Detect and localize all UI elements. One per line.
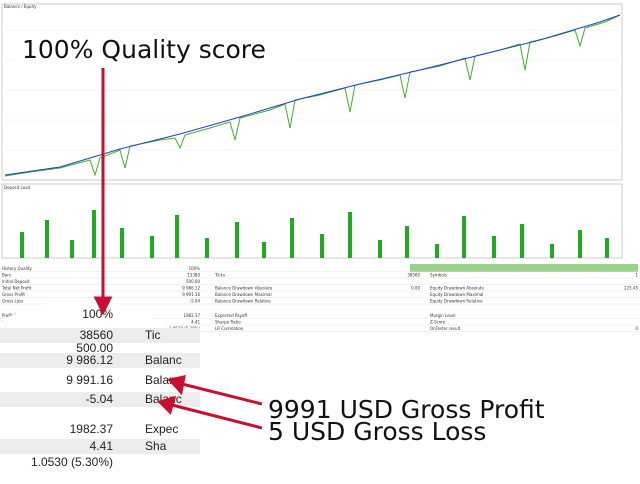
report-cell: Gross Profit: [2, 292, 25, 297]
report-cell: Initial Deposit: [2, 279, 30, 284]
lens-label: Sha: [145, 439, 167, 453]
report-cell: Total Net Profit: [1, 286, 32, 291]
report-cell: LR Correlation: [215, 326, 244, 331]
lens-value: 100%: [82, 307, 113, 321]
lens-value: 38560: [80, 328, 114, 342]
report-cell: 0.00: [411, 286, 420, 291]
balance-panel: [1, 3, 623, 181]
lens-stripe: [0, 439, 200, 454]
report-cell: 13380: [187, 273, 200, 278]
report-cell: 9 991.16: [182, 292, 200, 297]
report-cell: -5.04: [190, 299, 201, 304]
report-cell: 225.45: [624, 286, 638, 291]
report-cell: History Quality: [2, 266, 32, 271]
lens-value: 1982.37: [70, 422, 114, 436]
lens-label: Expec: [145, 422, 178, 436]
report-cell: Equity Drawdown Maximal: [430, 292, 483, 297]
lens-value: 4.41: [90, 439, 114, 453]
report-cell: Balance Drawdown Absolute: [215, 286, 273, 291]
report-cell: OnTester result: [430, 326, 461, 331]
report-cell: Symbols: [430, 273, 447, 278]
load-title: Deposit Load: [4, 185, 31, 190]
lens-value: 500.00: [76, 341, 113, 355]
annotation-bg: [15, 32, 295, 66]
lens-value: 9 991.16: [66, 373, 113, 387]
lens-value: 9 986.12: [66, 353, 113, 367]
report-cell: 500.00: [186, 279, 200, 284]
report-cell: Equity Drawdown Relative: [430, 299, 483, 304]
balance-line: [4, 14, 621, 176]
report-cell: Balance Drawdown Maximal: [215, 292, 272, 297]
equity-line: [4, 14, 621, 177]
report-cell: 0: [635, 326, 638, 331]
chart-title: Balance / Equity: [4, 4, 37, 9]
report-cell: 38560: [407, 273, 420, 278]
report-cell: Z-Score: [430, 320, 446, 325]
annotation: 100% Quality score: [22, 35, 266, 64]
lens-stripe: [0, 353, 200, 368]
lens-rows: 100% 38560 Tic 500.009 986.12 Balanc 9 991.16…: [0, 307, 200, 469]
report-cell: Ticks: [214, 273, 225, 278]
lens-stripe: [0, 392, 200, 407]
lens-stripe: [0, 328, 200, 343]
symbol-bar: [410, 264, 638, 272]
report-cell: 1: [635, 273, 638, 278]
report-cell: Margin Level: [430, 313, 456, 318]
report-cell: 9 986.12: [182, 286, 200, 291]
report-cell: Balance Drawdown Relative: [215, 299, 271, 304]
lens-label: Tic: [145, 328, 161, 342]
report-cell: Equity Drawdown Absolute: [430, 286, 484, 291]
report-cell: Sharpe Ratio: [215, 320, 241, 325]
lens-value: -5.04: [86, 392, 114, 406]
arrows: [93, 68, 263, 430]
report-table: History Quality 100% Bars 13380 Ticks 38560 Sy…: [0, 266, 640, 332]
load-panel: [1, 183, 623, 259]
report-cell: Expected Payoff: [215, 313, 247, 318]
lens-label: Balanc: [145, 353, 182, 367]
report-cell: 4.41: [191, 320, 200, 325]
load-bars: [20, 210, 609, 258]
lens-value: 1.0530 (5.30%): [31, 455, 113, 469]
report-cell: 1982.37: [183, 313, 200, 318]
report-cell: 100%: [189, 266, 201, 271]
report-cell: Bars: [2, 273, 11, 278]
annotation: 9991 USD Gross Profit: [268, 395, 545, 424]
report-cell: Gross Loss: [2, 299, 23, 304]
annotation: 5 USD Gross Loss: [268, 417, 486, 446]
